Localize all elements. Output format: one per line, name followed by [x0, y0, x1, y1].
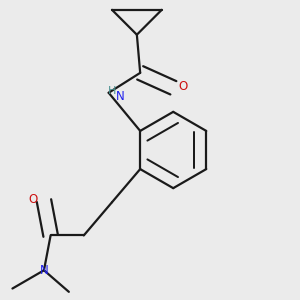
Text: O: O [178, 80, 187, 93]
Text: N: N [116, 90, 124, 103]
Text: O: O [29, 194, 38, 206]
Text: H: H [108, 86, 116, 96]
Text: N: N [40, 264, 48, 277]
